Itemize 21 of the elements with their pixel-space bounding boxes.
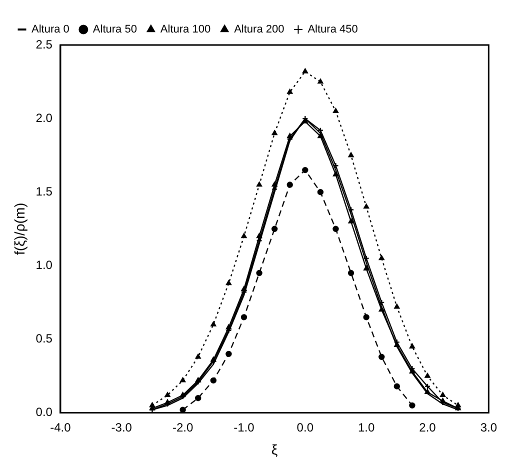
x-tick-label: 3.0 (480, 420, 498, 434)
y-tick-label: 1.5 (36, 184, 53, 198)
legend-label: Altura 50 (92, 24, 137, 36)
x-tick-label: -3.0 (111, 420, 132, 434)
y-tick-label: 2.5 (36, 37, 53, 52)
y-tick-label: 0.0 (36, 405, 53, 420)
x-tick-label: -2.0 (172, 420, 194, 434)
y-tick-label: 1.0 (36, 258, 53, 272)
legend-label: Altura 450 (308, 24, 358, 36)
legend-label: Altura 0 (32, 24, 70, 36)
x-tick-label: 0.0 (296, 420, 314, 434)
x-axis-title: ξ (271, 441, 278, 458)
x-tick-label: 1.0 (358, 420, 375, 434)
x-tick-label: -4.0 (50, 420, 72, 434)
legend-label: Altura 200 (234, 24, 284, 36)
y-axis-title: f(ξ)/ρ(m) (11, 202, 28, 256)
y-tick-label: 0.5 (36, 332, 53, 346)
y-tick-label: 2.0 (36, 110, 53, 125)
x-tick-label: -1.0 (234, 420, 255, 434)
x-tick-label: 2.0 (419, 420, 436, 434)
legend-label: Altura 100 (160, 24, 211, 36)
